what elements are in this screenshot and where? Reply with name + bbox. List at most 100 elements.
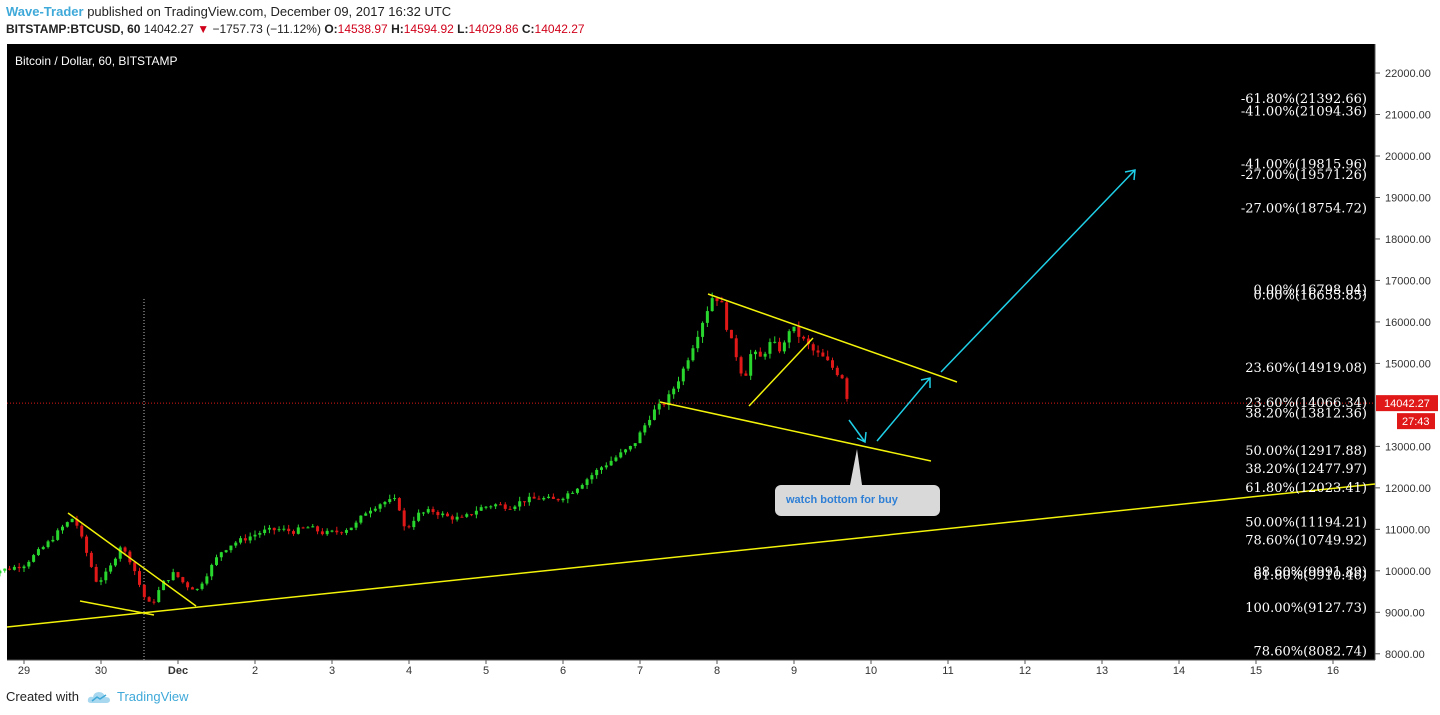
publish-text: published on TradingView.com, December 0… [87, 4, 452, 19]
candle-body [672, 388, 676, 395]
price-chart[interactable]: Bitcoin / Dollar, 60, BITSTAMP 22000.002… [0, 44, 1440, 684]
candle-body [816, 350, 820, 353]
candle-body [624, 449, 628, 453]
annotation-callout[interactable]: watch bottom for buy [775, 449, 940, 516]
candle-body [773, 341, 777, 343]
low-value: 14029.86 [468, 22, 519, 36]
chart-area[interactable]: Bitcoin / Dollar, 60, BITSTAMP 22000.00 2… [0, 44, 1440, 684]
candle-body [614, 457, 618, 461]
dip-arrow [848, 419, 866, 443]
candle-body [210, 564, 214, 577]
footer: Created with TradingView [6, 689, 189, 704]
candle-body [643, 425, 647, 433]
tradingview-brand: TradingView [116, 689, 189, 704]
candle-body [436, 511, 440, 516]
fib-level-label: -27.00%(19571.26) [1241, 168, 1367, 183]
candle-body [166, 580, 170, 582]
time-tick-label: 30 [95, 665, 107, 677]
candle-body [782, 342, 786, 352]
down-triangle-icon: ▼ [197, 22, 210, 36]
candle-body [600, 467, 603, 470]
candle-body [426, 509, 430, 513]
candle-body [484, 506, 488, 508]
candle-body [85, 536, 89, 553]
candle-body [36, 549, 40, 556]
candle-body [383, 502, 387, 505]
candle-body [3, 568, 7, 571]
candle-body [667, 394, 671, 405]
candle-body [253, 534, 257, 537]
fib-level-label: 100.00%(9127.73) [1245, 601, 1367, 616]
candle-body [248, 536, 252, 541]
candle-body [277, 529, 281, 531]
candle-body [229, 545, 233, 551]
candle-body [402, 510, 406, 527]
candle-body [835, 367, 839, 376]
candle-body [811, 344, 815, 351]
candle-body [619, 452, 623, 458]
candle-body [138, 571, 141, 585]
candle-body [677, 381, 680, 389]
time-axis[interactable]: 29 30 Dec 2 3 4 5 6 7 8 9 10 11 12 13 14 15 16 [18, 660, 1339, 677]
fib-level-label: 61.80%(9910.46) [1254, 569, 1367, 584]
time-tick-label: 2 [252, 665, 258, 677]
candle-body [94, 566, 98, 582]
price-tick-label: 11000.00 [1385, 524, 1430, 536]
candle-body [292, 531, 295, 534]
time-tick-label: 15 [1250, 665, 1262, 677]
candle-body [325, 530, 329, 535]
symbol-info: BITSTAMP:BTCUSD, 60 14042.27 ▼ −1757.73 … [6, 22, 585, 36]
time-tick-label: 3 [329, 665, 335, 677]
candle-body [441, 513, 445, 516]
time-tick-label: Dec [168, 665, 188, 677]
candle-body [215, 557, 218, 565]
price-tick-label: 19000.00 [1385, 192, 1431, 204]
created-with-text: Created with [6, 689, 79, 704]
candle-body [200, 583, 204, 589]
candle-body [61, 526, 64, 531]
candle-body [388, 499, 392, 503]
fib-level-label: 38.20%(13812.36) [1245, 407, 1367, 422]
fib-level-label: -41.00%(19815.96) [1241, 158, 1367, 173]
candle-body [330, 530, 334, 532]
candle-body [758, 351, 762, 357]
price-tick-label: 8000.00 [1385, 649, 1425, 661]
time-tick-label: 12 [1019, 665, 1031, 677]
target-arrow [940, 169, 1136, 373]
price-axis[interactable]: 22000.00 21000.00 20000.00 19000.00 18000.00… [1375, 68, 1431, 661]
candle-body [157, 590, 161, 602]
candle-body [648, 419, 652, 426]
long-support-line [6, 483, 1376, 628]
candle-body [763, 353, 767, 357]
candle-body [701, 322, 705, 337]
candle-body [446, 513, 449, 517]
candle-body [826, 356, 830, 361]
author-link[interactable]: Wave-Trader [6, 4, 84, 19]
fib-level-label: -61.80%(21392.66) [1241, 92, 1367, 107]
candle-body [831, 360, 834, 368]
wedge-lower-line [659, 401, 932, 462]
candle-body [17, 566, 21, 569]
close-label: C: [521, 22, 535, 36]
candle-body [267, 527, 271, 530]
projection-arrows [848, 169, 1136, 444]
fib-level-label: 61.80%(12023.41) [1245, 481, 1367, 496]
candle-body [797, 326, 801, 337]
fib-level-label: 0.00%(16655.85) [1254, 289, 1367, 304]
candle-body [99, 580, 103, 582]
candle-body [147, 597, 151, 602]
candle-body [455, 516, 459, 520]
candle-body [41, 547, 45, 550]
fib-level-label: 38.20%(12477.97) [1245, 462, 1367, 477]
candle-body [739, 357, 743, 374]
candle-body [89, 552, 93, 567]
time-tick-label: 7 [637, 665, 643, 677]
candle-body [421, 512, 425, 514]
candle-body [195, 588, 199, 590]
candle-body [705, 311, 709, 323]
candle-body [8, 568, 12, 570]
plot-background[interactable] [7, 44, 1375, 660]
candle-body [489, 506, 493, 508]
tradingview-link[interactable]: TradingView [87, 689, 189, 704]
candle-body [397, 498, 401, 511]
